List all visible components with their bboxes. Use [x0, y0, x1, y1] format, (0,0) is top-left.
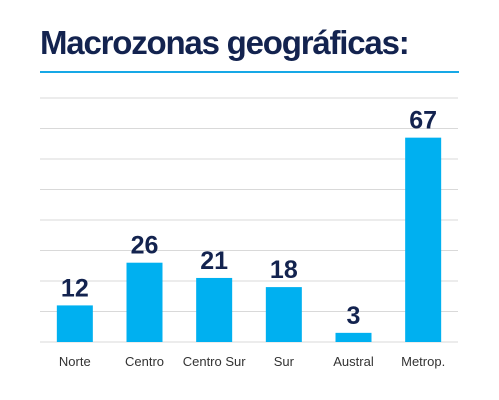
category-label: Austral	[333, 354, 374, 369]
bar-sur	[265, 287, 302, 342]
bar-austral	[335, 332, 372, 342]
value-labels: 12 26 21 18 3 67	[61, 107, 437, 330]
page-title: Macrozonas geográficas:	[40, 24, 410, 61]
value-label: 21	[200, 247, 228, 275]
title-divider	[40, 71, 459, 73]
gridlines	[40, 97, 458, 343]
bar-centro	[126, 262, 163, 342]
bars	[56, 137, 442, 342]
category-label: Centro	[125, 354, 164, 369]
value-label: 12	[61, 274, 89, 302]
value-label: 18	[270, 256, 298, 284]
category-labels: Norte Centro Centro Sur Sur Austral Metrop.	[59, 354, 445, 369]
category-label: Metrop.	[401, 354, 445, 369]
value-label: 3	[347, 302, 361, 330]
category-label: Sur	[274, 354, 295, 369]
bar-metrop	[405, 137, 442, 342]
bar-centro-sur	[196, 277, 233, 342]
category-label: Norte	[59, 354, 91, 369]
category-label: Centro Sur	[183, 354, 247, 369]
value-label: 67	[409, 107, 437, 135]
value-label: 26	[131, 232, 159, 260]
bar-norte	[56, 305, 93, 342]
